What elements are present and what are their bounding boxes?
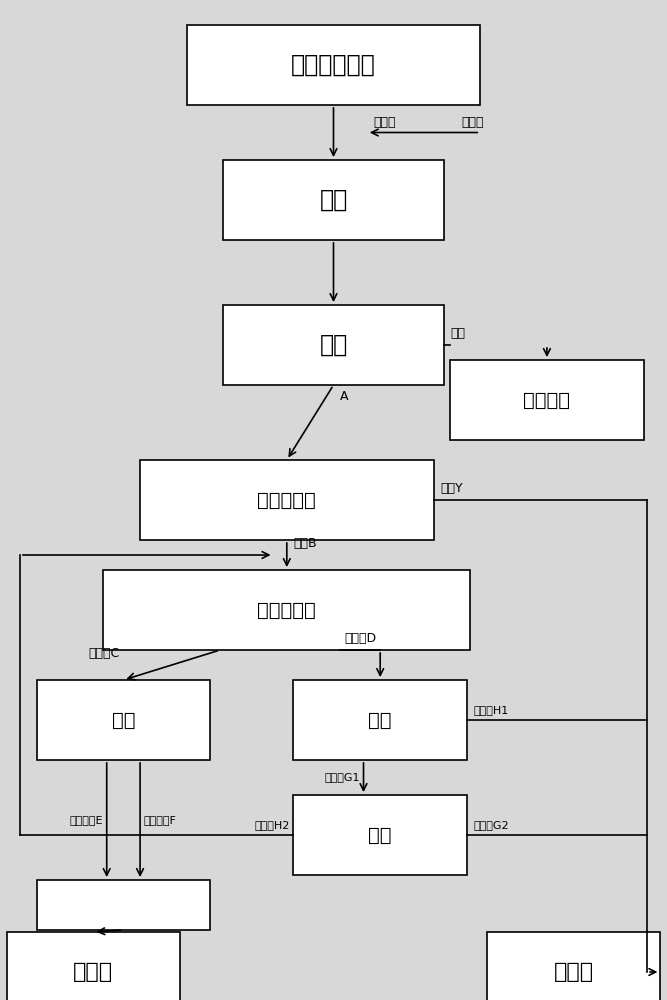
FancyBboxPatch shape <box>487 932 660 1000</box>
FancyBboxPatch shape <box>450 360 644 440</box>
Text: 粗浮精C: 粗浮精C <box>89 647 120 660</box>
Text: 沉砂B: 沉砂B <box>293 537 317 550</box>
FancyBboxPatch shape <box>7 932 180 1000</box>
Text: 氧化剂: 氧化剂 <box>461 115 484 128</box>
FancyBboxPatch shape <box>293 795 467 875</box>
Text: 粗浮尾D: 粗浮尾D <box>345 632 377 645</box>
FancyBboxPatch shape <box>223 305 444 385</box>
Text: 旋流器分级: 旋流器分级 <box>257 490 316 510</box>
FancyBboxPatch shape <box>37 880 210 930</box>
Text: 溢流Y: 溢流Y <box>440 482 463 495</box>
Text: 钒钛磁铁精矿: 钒钛磁铁精矿 <box>291 53 376 77</box>
FancyBboxPatch shape <box>293 680 467 760</box>
FancyBboxPatch shape <box>140 460 434 540</box>
Text: 滤液: 滤液 <box>450 327 465 340</box>
Text: 铁精矿: 铁精矿 <box>73 962 113 982</box>
FancyBboxPatch shape <box>223 160 444 240</box>
Text: 一扫精H1: 一扫精H1 <box>474 705 509 715</box>
Text: 一扫: 一扫 <box>368 710 392 730</box>
FancyBboxPatch shape <box>187 25 480 105</box>
Text: 反浮选粗选: 反浮选粗选 <box>257 600 316 619</box>
FancyBboxPatch shape <box>103 570 470 650</box>
Text: 钛精矿: 钛精矿 <box>554 962 594 982</box>
Text: 精选精矿E: 精选精矿E <box>70 815 103 825</box>
Text: 精选尾矿F: 精选尾矿F <box>143 815 176 825</box>
Text: 碱浸: 碱浸 <box>319 188 348 212</box>
Text: 精选: 精选 <box>111 710 135 730</box>
Text: A: A <box>340 390 349 403</box>
Text: 二扫尾G2: 二扫尾G2 <box>474 820 509 830</box>
Text: 回收利用: 回收利用 <box>524 390 570 410</box>
Text: 过滤: 过滤 <box>319 333 348 357</box>
Text: 二扫: 二扫 <box>368 826 392 844</box>
Text: 二扫精H2: 二扫精H2 <box>255 820 290 830</box>
FancyBboxPatch shape <box>37 680 210 760</box>
Text: 一扫尾G1: 一扫尾G1 <box>325 772 360 782</box>
Text: 氧化剂: 氧化剂 <box>374 115 396 128</box>
